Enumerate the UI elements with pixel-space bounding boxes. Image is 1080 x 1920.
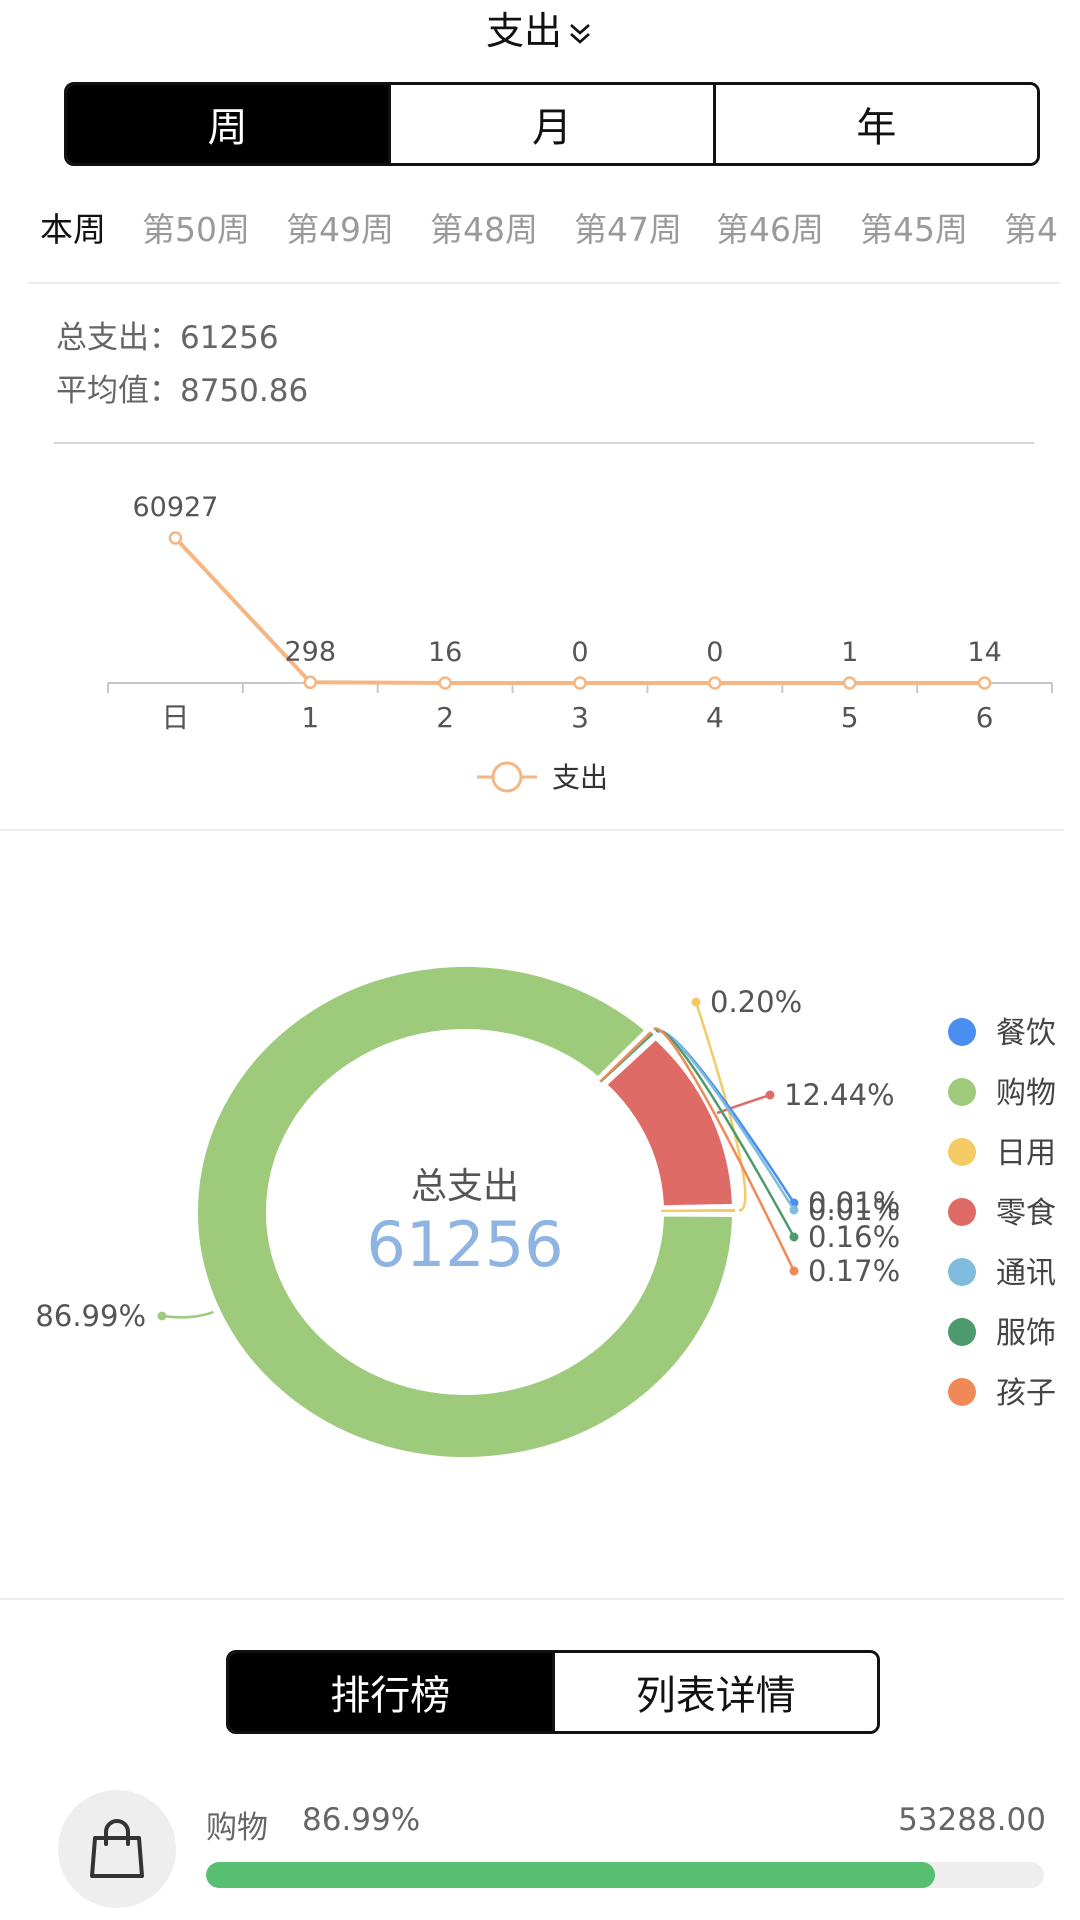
- double-chevron-down-icon: [570, 23, 590, 44]
- type-dropdown[interactable]: 支出: [0, 4, 1080, 58]
- x-tick-label: 4: [706, 701, 724, 734]
- label-leader-dot: [789, 1266, 799, 1276]
- data-label: 298: [285, 636, 337, 667]
- data-label: 0: [571, 637, 588, 668]
- period-year-button[interactable]: 年: [712, 85, 1037, 163]
- legend-label: 零食: [996, 1196, 1056, 1231]
- total-expense-text: 总支出：61256: [56, 320, 279, 356]
- label-leader-dot: [691, 997, 701, 1007]
- label-leader-dot: [157, 1311, 167, 1321]
- ranking-tab-button[interactable]: 排行榜: [229, 1653, 552, 1731]
- rank-switch: 排行榜 列表详情: [226, 1650, 880, 1734]
- data-point: [708, 676, 722, 690]
- legend-label: 餐饮: [996, 1016, 1056, 1051]
- data-label: 16: [428, 637, 462, 668]
- ranking-item[interactable]: 购物 86.99% 53288.00: [0, 1780, 1080, 1908]
- ranking-item-name: 购物: [206, 1810, 268, 1846]
- chart-divider: [0, 829, 1064, 831]
- pie-slice: [599, 1031, 653, 1083]
- label-leader-dot: [765, 1090, 775, 1100]
- x-tick-label: 日: [161, 701, 189, 734]
- pie-slice: [599, 1032, 739, 1212]
- data-label: 1: [841, 637, 858, 668]
- label-leader-dot: [789, 1205, 799, 1215]
- week-tab[interactable]: 第45周: [860, 210, 968, 249]
- data-label: 0: [706, 637, 723, 668]
- slice-label: 0.01%: [808, 1186, 900, 1220]
- donut-center-title: 总支出: [411, 1166, 519, 1207]
- week-tab[interactable]: 第48周: [430, 210, 538, 249]
- legend-marker: [491, 761, 523, 793]
- type-dropdown-label: 支出: [485, 9, 562, 53]
- week-tabs: 本周 第50周 第49周 第48周 第47周 第46周 第45周 第4: [0, 200, 1080, 260]
- week-tab[interactable]: 第47周: [574, 210, 682, 249]
- week-tab[interactable]: 第46周: [716, 210, 824, 249]
- legend-marker: [948, 1138, 976, 1166]
- slice-label: 0.20%: [710, 985, 802, 1019]
- week-tab-current[interactable]: 本周: [40, 210, 106, 249]
- data-point: [842, 676, 857, 690]
- x-tick-label: 1: [301, 701, 319, 734]
- label-leader-line: [161, 1310, 214, 1319]
- ranking-item-percent: 86.99%: [302, 1802, 421, 1838]
- label-leader-line: [652, 1027, 796, 1272]
- data-point: [573, 676, 587, 690]
- data-point: [168, 531, 183, 545]
- x-tick-label: 5: [841, 701, 859, 734]
- legend-label: 日用: [996, 1136, 1056, 1171]
- data-label: 14: [967, 637, 1001, 668]
- legend-label: 支出: [552, 761, 608, 794]
- slice-label: 0.01%: [808, 1193, 900, 1227]
- top-bar: 支出: [0, 0, 1080, 62]
- legend-marker: [948, 1018, 976, 1046]
- legend-label: 孩子: [996, 1376, 1056, 1411]
- ranking-progress-fill: [206, 1862, 935, 1888]
- x-tick-label: 6: [976, 701, 994, 734]
- summary-divider: [54, 442, 1034, 444]
- period-week-button[interactable]: 周: [67, 85, 389, 163]
- legend-marker: [948, 1318, 976, 1346]
- legend-marker: [948, 1198, 976, 1226]
- legend-label: 通讯: [996, 1256, 1056, 1291]
- data-point: [977, 676, 992, 690]
- summary: 总支出：61256 平均值：8750.86: [56, 312, 308, 418]
- label-leader-line: [694, 1001, 747, 1212]
- legend-label: 服饰: [996, 1316, 1056, 1351]
- slice-label: 0.16%: [808, 1220, 900, 1254]
- line-chart: 日 1 2 3 4 5 6 60927 298 16 0 0 1 14 支出: [107, 492, 1053, 794]
- period-switch: 周 月 年: [64, 82, 1040, 166]
- list-details-tab-button[interactable]: 列表详情: [551, 1653, 877, 1731]
- slice-label: 86.99%: [35, 1299, 146, 1333]
- donut-center-value: 61256: [366, 1208, 563, 1281]
- tabs-divider: [28, 282, 1060, 284]
- category-icon-circle: [58, 1790, 176, 1908]
- ranking-progress-track: [206, 1862, 1044, 1888]
- pie-slice: [660, 1208, 735, 1212]
- label-leader-dot: [789, 1232, 799, 1242]
- period-month-button[interactable]: 月: [388, 85, 713, 163]
- x-tick-label: 3: [571, 701, 589, 734]
- legend-marker: [948, 1378, 976, 1406]
- week-tab[interactable]: 第50周: [142, 210, 250, 249]
- data-point: [303, 675, 318, 690]
- legend-marker: [948, 1078, 976, 1106]
- slice-label: 0.17%: [808, 1254, 900, 1288]
- week-tab[interactable]: 第4: [1004, 210, 1058, 249]
- slice-label: 12.44%: [784, 1078, 895, 1112]
- x-tick-label: 2: [436, 701, 454, 734]
- legend-label: 购物: [996, 1076, 1056, 1111]
- legend-marker: [948, 1258, 976, 1286]
- average-expense-text: 平均值：8750.86: [56, 373, 309, 409]
- data-point: [438, 676, 452, 690]
- ranking-item-value: 53288.00: [898, 1802, 1046, 1838]
- shopping-bag-icon: [90, 1819, 144, 1878]
- week-tab[interactable]: 第49周: [286, 210, 394, 249]
- donut-divider: [0, 1598, 1064, 1600]
- data-label: 60927: [132, 492, 218, 523]
- pie-slice: [192, 961, 739, 1463]
